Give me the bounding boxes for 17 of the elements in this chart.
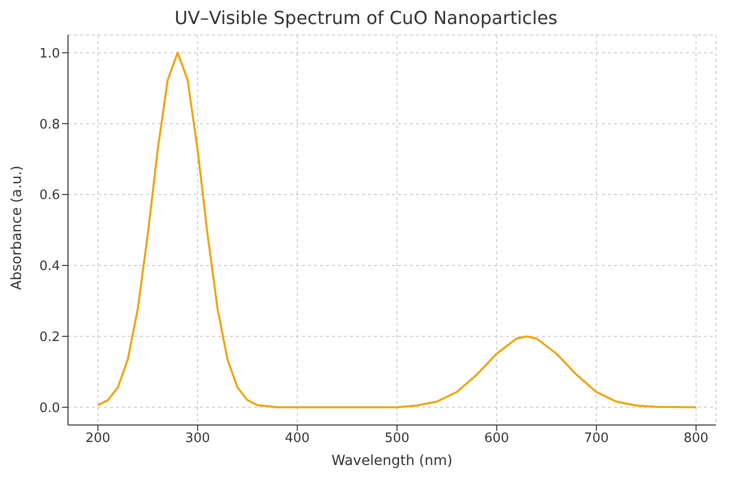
chart-title: UV–Visible Spectrum of CuO Nanoparticles [173, 8, 559, 29]
x-tick-label: 500 [384, 431, 410, 446]
y-tick-label: 0.4 [39, 259, 60, 274]
y-tick-label: 0.2 [39, 330, 60, 345]
line-series [96, 52, 698, 408]
x-axis-title: Wavelength (nm) [332, 453, 452, 469]
y-axis-title: Absorbance (a.u.) [8, 166, 25, 290]
y-tick-label: 0.6 [39, 188, 60, 204]
x-tick-label: 300 [185, 431, 210, 446]
x-tick-label: 600 [484, 431, 510, 446]
y-tick-label: 0.8 [39, 117, 60, 132]
x-tick-label: 700 [584, 431, 609, 446]
x-tick-label: 200 [85, 431, 110, 446]
x-tick-label: 800 [684, 431, 708, 446]
y-tick-label: 0.0 [39, 400, 60, 416]
y-tick-label: 1.0 [39, 46, 60, 62]
x-tick-label: 400 [284, 431, 310, 446]
